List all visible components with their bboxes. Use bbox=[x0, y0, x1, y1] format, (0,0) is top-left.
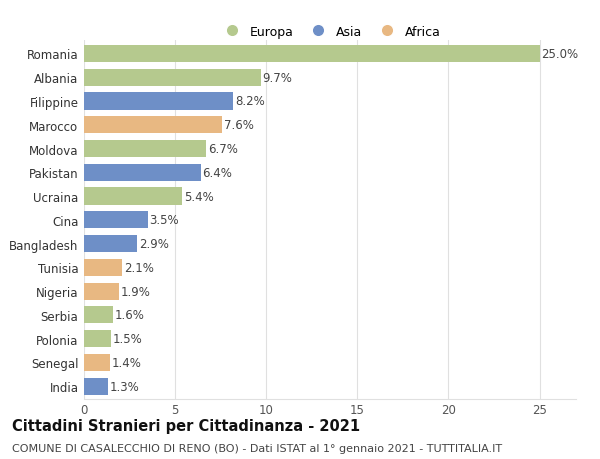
Legend: Europa, Asia, Africa: Europa, Asia, Africa bbox=[215, 21, 445, 44]
Bar bbox=[84, 283, 119, 300]
Bar bbox=[84, 188, 182, 205]
Text: 2.1%: 2.1% bbox=[124, 261, 154, 274]
Bar bbox=[84, 212, 148, 229]
Text: 25.0%: 25.0% bbox=[541, 48, 578, 61]
Bar bbox=[84, 330, 112, 347]
Text: 5.4%: 5.4% bbox=[184, 190, 214, 203]
Text: 1.3%: 1.3% bbox=[110, 380, 139, 393]
Text: 7.6%: 7.6% bbox=[224, 119, 254, 132]
Bar bbox=[84, 235, 137, 252]
Text: 1.5%: 1.5% bbox=[113, 332, 143, 345]
Bar bbox=[84, 307, 113, 324]
Bar bbox=[84, 378, 107, 395]
Bar bbox=[84, 259, 122, 276]
Text: COMUNE DI CASALECCHIO DI RENO (BO) - Dati ISTAT al 1° gennaio 2021 - TUTTITALIA.: COMUNE DI CASALECCHIO DI RENO (BO) - Dat… bbox=[12, 443, 502, 453]
Bar bbox=[84, 46, 539, 63]
Text: 8.2%: 8.2% bbox=[235, 95, 265, 108]
Text: Cittadini Stranieri per Cittadinanza - 2021: Cittadini Stranieri per Cittadinanza - 2… bbox=[12, 418, 360, 433]
Text: 6.7%: 6.7% bbox=[208, 143, 238, 156]
Bar bbox=[84, 69, 261, 87]
Bar bbox=[84, 93, 233, 110]
Text: 3.5%: 3.5% bbox=[149, 214, 179, 227]
Text: 6.4%: 6.4% bbox=[202, 167, 232, 179]
Bar bbox=[84, 354, 110, 371]
Text: 1.6%: 1.6% bbox=[115, 308, 145, 322]
Bar bbox=[84, 140, 206, 158]
Bar bbox=[84, 117, 223, 134]
Text: 1.9%: 1.9% bbox=[121, 285, 151, 298]
Text: 2.9%: 2.9% bbox=[139, 238, 169, 251]
Bar bbox=[84, 164, 200, 181]
Text: 1.4%: 1.4% bbox=[112, 356, 141, 369]
Text: 9.7%: 9.7% bbox=[263, 72, 292, 84]
